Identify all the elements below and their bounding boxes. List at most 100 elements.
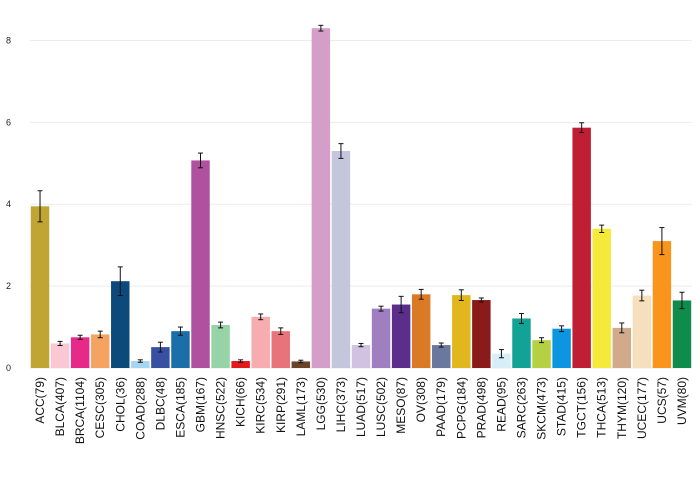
error-bar: [579, 122, 585, 134]
bar: [411, 294, 431, 368]
y-tick-label: 4: [6, 199, 11, 209]
x-tick-label: HNSC(522): [214, 377, 228, 439]
x-tick-label: LUSC(502): [374, 377, 388, 437]
x-tick-label: UCS(57): [655, 377, 669, 424]
error-bar: [358, 342, 364, 348]
bar: [632, 295, 652, 368]
x-tick-label: UCEC(177): [635, 377, 649, 439]
x-tick-label: LIHC(373): [334, 377, 348, 432]
x-axis-category-labels: ACC(79) BLCA(407) BRCA(1104) CESC(305) CHOL(…: [33, 377, 689, 444]
error-bar: [77, 334, 83, 340]
y-tick-label: 8: [6, 35, 11, 45]
x-tick-label: STAD(415): [555, 377, 569, 436]
y-tick-label: 6: [6, 117, 11, 127]
x-tick-label: UVM(80): [675, 377, 689, 425]
error-bar: [137, 359, 143, 363]
x-tick-label: THYM(120): [615, 377, 629, 439]
bar: [291, 361, 311, 368]
x-tick-label: SKCM(473): [535, 377, 549, 440]
bar: [592, 228, 611, 368]
bar: [612, 327, 632, 368]
x-tick-label: KICH(66): [234, 377, 248, 427]
bar: [452, 295, 471, 368]
error-bar: [539, 337, 545, 344]
bar: [552, 328, 571, 368]
bar: [90, 334, 110, 368]
bar: [371, 308, 391, 368]
bar: [492, 353, 511, 368]
error-bar: [298, 359, 304, 364]
error-bar: [37, 190, 43, 223]
error-bars: [37, 24, 685, 364]
x-tick-label: BLCA(407): [53, 377, 67, 436]
x-tick-label: THCA(513): [595, 377, 609, 438]
bar: [532, 340, 551, 368]
error-bar: [498, 349, 504, 359]
x-tick-label: MESO(87): [394, 377, 408, 434]
error-bar: [117, 266, 123, 297]
bar: [271, 331, 290, 368]
x-tick-label: ACC(79): [33, 377, 47, 424]
bar: [50, 343, 70, 368]
x-tick-label: LUAD(517): [354, 377, 368, 437]
x-tick-label: CESC(305): [93, 377, 107, 438]
x-tick-label: GBM(167): [194, 377, 208, 432]
bar-series: [30, 28, 692, 369]
bar: [432, 345, 451, 368]
error-bar: [659, 227, 665, 256]
bar: [211, 325, 230, 368]
bar: [191, 160, 210, 368]
x-tick-label: COAD(288): [133, 377, 147, 440]
y-tick-label: 0: [6, 363, 11, 373]
error-bar: [438, 342, 444, 348]
x-tick-label: OV(308): [414, 377, 428, 422]
bar: [331, 151, 351, 368]
bar: [251, 316, 270, 368]
bar: [231, 361, 250, 368]
error-bar: [218, 321, 224, 329]
x-tick-label: READ(95): [494, 377, 508, 432]
bar: [311, 28, 331, 369]
error-bar: [559, 325, 565, 333]
bar: [131, 361, 150, 368]
bar: [351, 345, 371, 368]
error-bar: [378, 305, 384, 312]
bar: [171, 331, 190, 368]
error-bar: [478, 297, 484, 303]
y-tick-label: 2: [6, 281, 11, 291]
x-tick-label: BRCA(1104): [73, 377, 87, 444]
bar: [472, 300, 491, 368]
error-bar: [278, 327, 284, 335]
error-bar: [177, 326, 183, 336]
bar: [572, 127, 591, 368]
bar: [391, 304, 411, 368]
bar: [672, 300, 692, 368]
error-bar: [338, 143, 344, 159]
x-tick-label: KIRC(534): [254, 377, 268, 434]
error-bar: [619, 322, 625, 334]
x-tick-label: PAAD(179): [434, 377, 448, 437]
error-bar: [57, 340, 63, 346]
error-bar: [518, 313, 524, 324]
x-tick-label: KIRP(291): [274, 377, 288, 433]
x-tick-label: PCPG(184): [454, 377, 468, 439]
error-bar: [639, 289, 645, 302]
error-bar: [679, 291, 685, 310]
x-tick-label: DLBC(48): [153, 377, 167, 430]
bar: [111, 281, 130, 368]
x-tick-label: SARC(263): [514, 377, 528, 438]
error-bar: [318, 24, 324, 32]
error-bar: [599, 224, 605, 233]
x-tick-label: LGG(530): [314, 377, 328, 430]
x-tick-label: TGCT(156): [575, 377, 589, 438]
error-bar: [198, 152, 204, 169]
x-tick-label: PRAD(498): [474, 377, 488, 438]
error-bar: [258, 313, 264, 321]
error-bar: [157, 341, 163, 353]
bar: [512, 318, 531, 368]
x-tick-label: CHOL(36): [113, 377, 127, 432]
bar: [30, 206, 50, 368]
error-bar: [418, 288, 424, 300]
bar: [70, 337, 90, 368]
bar: [151, 347, 170, 368]
